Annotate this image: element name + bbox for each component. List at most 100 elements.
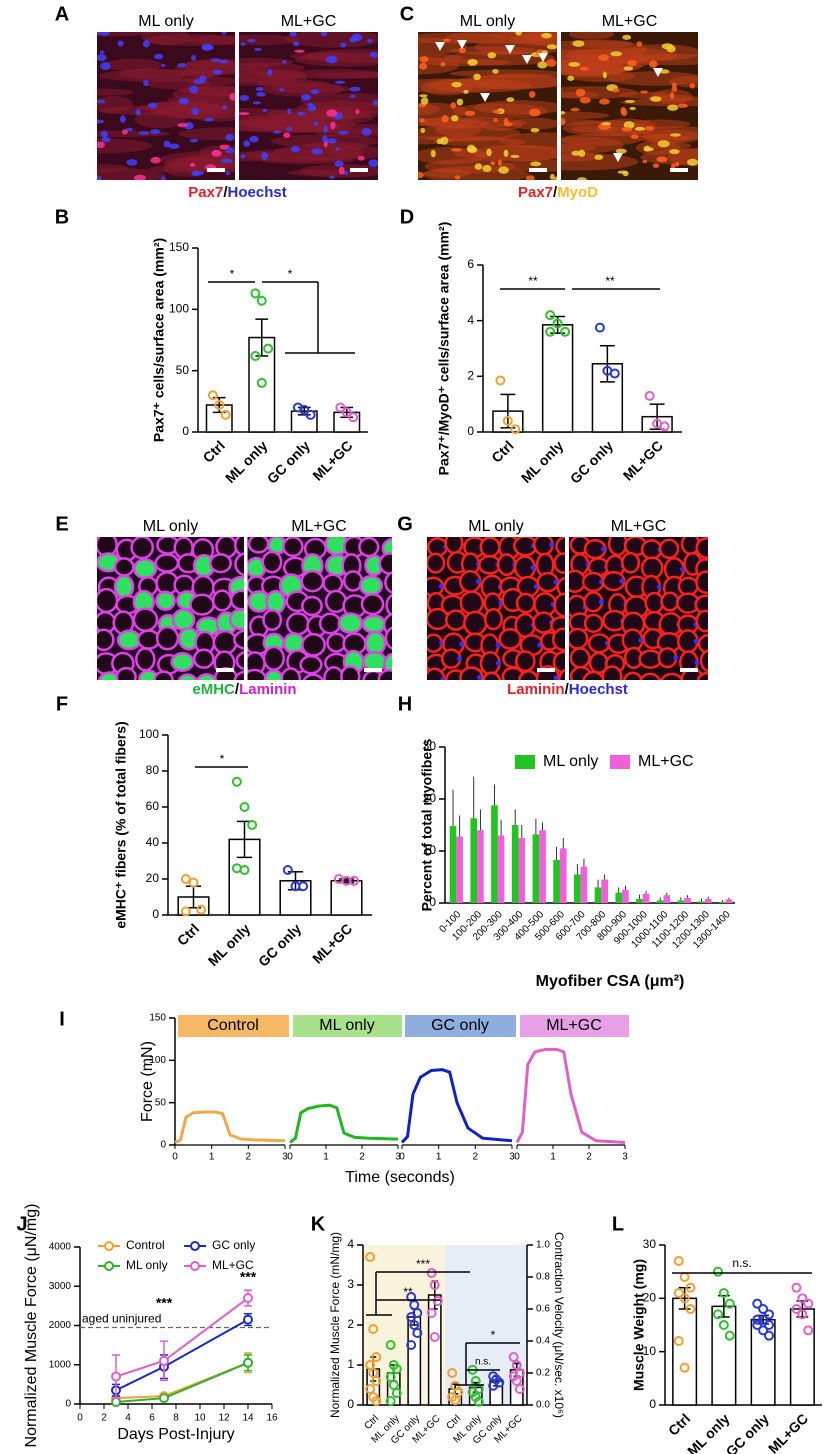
x-tick-label: ML+GC [309, 437, 355, 483]
nucleus [546, 44, 557, 50]
nucleus [212, 69, 223, 75]
nucleus [570, 107, 580, 112]
myofiber [262, 645, 285, 671]
data-point [412, 1328, 423, 1338]
bar [704, 898, 712, 903]
nucleus [492, 68, 499, 74]
panel-letter: G [397, 513, 413, 535]
nucleus [473, 73, 481, 81]
nucleus [372, 99, 378, 106]
nucleus [97, 99, 106, 104]
myofiber [189, 593, 215, 616]
series-line [115, 1318, 249, 1392]
image-title: ML only [143, 518, 198, 535]
nucleus [97, 54, 107, 61]
nucleus [138, 131, 150, 135]
x-tick-label: ML only [518, 437, 567, 486]
data-point [764, 1309, 775, 1320]
x-tick-label: 2 [473, 1152, 479, 1163]
myofiber [463, 610, 488, 636]
nucleus [334, 160, 344, 167]
legend-marker [190, 1261, 200, 1271]
nucleus [134, 174, 146, 180]
y-tick-label: 2 [347, 1317, 354, 1331]
bar [541, 324, 574, 433]
nucleus [126, 159, 138, 166]
nucleus [667, 104, 679, 111]
fiber [273, 120, 318, 130]
significance-label: * [220, 752, 225, 766]
nucleus [475, 579, 481, 585]
nucleus [615, 148, 627, 154]
fiber [97, 138, 153, 154]
data-point [712, 1266, 723, 1277]
bar [789, 1308, 815, 1406]
myofiber [515, 592, 536, 614]
nucleus [322, 135, 328, 143]
data-point [560, 326, 571, 337]
nucleus [713, 679, 718, 684]
y-tick-label: 1.0 [536, 1240, 550, 1251]
nucleus [147, 103, 153, 107]
myofiber [361, 614, 387, 634]
x-tick-label: ML+GC [620, 437, 666, 483]
significance-label: * [288, 267, 293, 281]
x-tick-label: 2 [101, 1413, 107, 1424]
x-tick-label: 14 [242, 1413, 254, 1424]
x-tick-label: 8 [173, 1413, 179, 1424]
fiber [642, 129, 698, 144]
nucleus [97, 175, 102, 180]
nucleus [656, 584, 662, 590]
data-point [718, 1288, 729, 1298]
nucleus [537, 61, 548, 69]
nucleus [617, 170, 628, 174]
condition-label: ML+GC [546, 1017, 602, 1034]
data-point [365, 1360, 376, 1370]
fiber [141, 32, 191, 46]
myofiber [171, 608, 196, 631]
nucleus [420, 97, 429, 105]
y-tick-label: 150 [169, 240, 189, 254]
data-point [803, 1325, 814, 1336]
nucleus [440, 62, 446, 67]
data-point [511, 1376, 522, 1386]
data-point [644, 390, 655, 401]
myofiber [115, 666, 137, 680]
bar [574, 874, 581, 903]
nucleus [240, 42, 246, 46]
nucleus [161, 176, 166, 180]
x-tick-label: 3 [622, 1152, 628, 1163]
nucleus [287, 108, 292, 115]
data-point [220, 409, 231, 420]
myofiber [301, 633, 326, 657]
fiber [474, 38, 557, 55]
y-tick-label: 10 [643, 1344, 657, 1358]
legend-label: Control [126, 1238, 165, 1252]
nucleus [456, 98, 464, 106]
nucleus [575, 88, 586, 97]
myofiber [358, 574, 384, 597]
bar [449, 826, 457, 903]
y-tick-label: 20 [146, 871, 160, 885]
myofiber [427, 552, 446, 574]
myofiber [385, 593, 392, 617]
bar [656, 900, 664, 903]
axis-label: Force (mN) [139, 1041, 156, 1122]
nucleus [463, 89, 469, 94]
data-point [426, 1308, 437, 1318]
data-point [341, 407, 352, 418]
x-tick-label: Ctrl [665, 1410, 693, 1438]
fiber [668, 75, 698, 88]
nucleus [119, 115, 126, 123]
y-tick-label: 1 [347, 1357, 354, 1371]
data-point [511, 1360, 522, 1370]
nucleus [239, 112, 250, 116]
myofiber [557, 668, 565, 680]
nucleus [440, 677, 446, 680]
nucleus [454, 175, 461, 180]
data-point [243, 1357, 253, 1368]
nucleus [150, 129, 161, 135]
micrograph [561, 32, 698, 180]
y-tick-label: 150 [149, 1013, 166, 1024]
data-point [207, 390, 218, 401]
